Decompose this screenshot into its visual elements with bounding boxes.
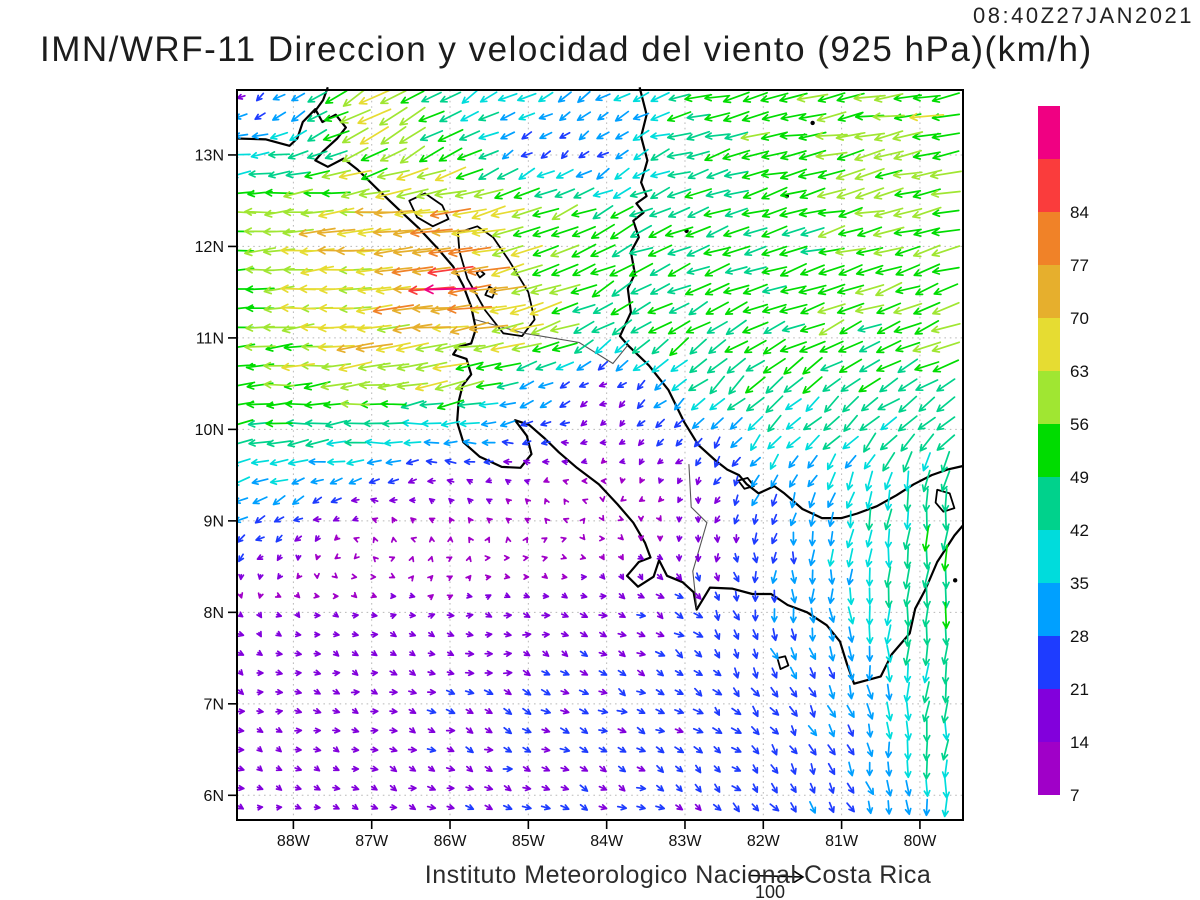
lon-tick-label: 81W — [825, 833, 859, 850]
colorbar-tick-label: 42 — [1070, 521, 1089, 540]
lat-tick-label: 8N — [204, 605, 224, 622]
wind-vectors-speed-bin-4 — [237, 90, 950, 818]
plot-frame — [236, 89, 964, 821]
colorbar-segment — [1038, 636, 1060, 689]
lon-tick-label: 85W — [512, 833, 546, 850]
colorbar-segment — [1038, 583, 1060, 636]
colorbar-segment — [1038, 424, 1060, 477]
lake-outline — [408, 192, 450, 228]
island-dot — [810, 120, 815, 126]
lat-tick-label: 7N — [204, 696, 224, 713]
axis-labels: 13N 12N 11N 10N 9N 8N 7N 6N 88W 87W 86W 85W 84W 83W 82… — [195, 147, 938, 850]
lon-tick-label: 84W — [590, 833, 624, 850]
colorbar-segment — [1038, 530, 1060, 583]
colorbar-segment — [1038, 106, 1060, 159]
colorbar-tick-label: 49 — [1070, 468, 1089, 487]
lat-tick-label: 10N — [195, 422, 224, 439]
lat-tick-label: 13N — [195, 147, 224, 164]
colorbar-tick-label: 77 — [1070, 256, 1089, 275]
wind-vectors-speed-bin-3 — [237, 90, 931, 817]
wind-vectors-speed-bin-9 — [298, 207, 527, 354]
wind-vectors-speed-bin-12 — [424, 284, 478, 295]
colorbar-tick-label: 63 — [1070, 362, 1089, 381]
reference-vector-arrow — [749, 870, 805, 883]
colorbar-tick-label: 14 — [1070, 733, 1089, 752]
coastlines-layer — [236, 86, 964, 685]
lat-tick-label: 6N — [204, 788, 224, 805]
colorbar-tick-label: 28 — [1070, 627, 1089, 646]
colorbar-tick-label: 21 — [1070, 680, 1089, 699]
country-border — [474, 319, 629, 365]
wind-vectors-speed-bin-2 — [237, 92, 855, 814]
colorbar-segment — [1038, 318, 1060, 371]
lat-tick-label: 12N — [195, 239, 224, 256]
coastline — [618, 87, 964, 520]
wind-vectors-speed-bin-10 — [372, 207, 511, 315]
map-frame — [236, 89, 964, 821]
wind-vectors-speed-bin-8 — [280, 90, 945, 392]
wind-vectors-speed-bin-7 — [237, 90, 962, 408]
wind-vectors-speed-bin-1 — [237, 93, 740, 812]
coastline — [312, 86, 329, 114]
colorbar-tick-label: 70 — [1070, 309, 1089, 328]
lake-outline — [457, 225, 536, 337]
wind-vectors-speed-bin-5 — [237, 91, 956, 780]
colorbar-segment — [1038, 159, 1060, 212]
colorbar-tick-label: 84 — [1070, 203, 1089, 222]
lake-outline — [934, 488, 956, 513]
lon-tick-label: 80W — [903, 833, 937, 850]
lon-tick-label: 88W — [277, 833, 311, 850]
colorbar-tick-label: 56 — [1070, 415, 1089, 434]
country-border — [688, 464, 708, 608]
colorbar-segment — [1038, 689, 1060, 742]
coastline — [236, 108, 964, 685]
colorbar-segment — [1038, 265, 1060, 318]
wind-vectors-layer — [237, 90, 962, 818]
lake-outline — [475, 269, 486, 279]
chart-title: IMN/WRF-11 Direccion y velocidad del vie… — [40, 30, 1093, 69]
wind-vectors-speed-bin-6 — [237, 90, 961, 630]
lon-tick-label: 87W — [355, 833, 389, 850]
colorbar-segment — [1038, 371, 1060, 424]
island-dot — [952, 578, 958, 583]
wind-vectors-speed-bin-0 — [237, 457, 665, 601]
colorbar: 7 14 21 28 35 42 49 56 63 70 77 84 — [1038, 106, 1089, 805]
attribution-text: Instituto Meteorologico Nacional Costa R… — [424, 861, 932, 889]
reference-vector-label: 100 — [754, 882, 786, 900]
colorbar-segment — [1038, 477, 1060, 530]
lat-tick-label: 9N — [204, 513, 224, 530]
lon-tick-label: 83W — [669, 833, 703, 850]
lat-tick-label: 11N — [196, 330, 224, 347]
lon-tick-label: 86W — [434, 833, 468, 850]
reference-arrow — [749, 870, 805, 883]
colorbar-tick-label: 7 — [1070, 786, 1079, 805]
colorbar-segment — [1038, 212, 1060, 265]
lon-tick-label: 82W — [747, 833, 781, 850]
valid-timestamp: 08:40Z27JAN2021 — [973, 3, 1194, 28]
lake-outline — [776, 655, 790, 670]
colorbar-segment — [1038, 742, 1060, 795]
colorbar-tick-label: 35 — [1070, 574, 1089, 593]
